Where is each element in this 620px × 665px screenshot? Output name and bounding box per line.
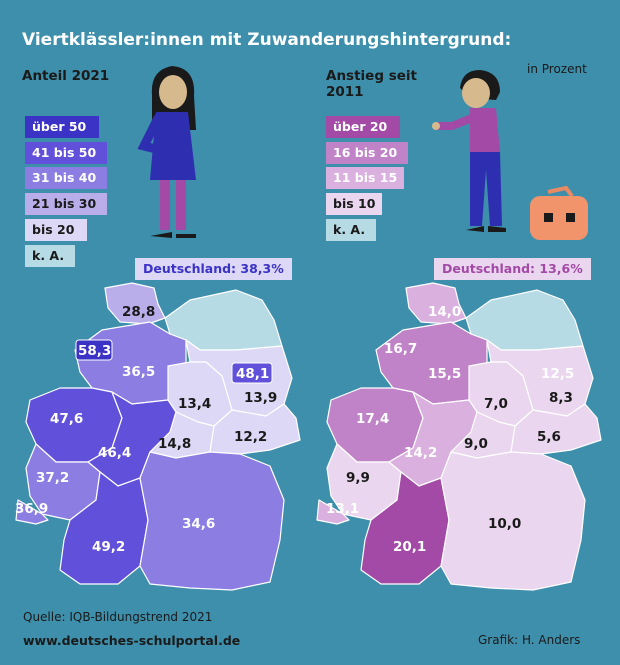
value-hamburg: 58,3 — [78, 343, 111, 359]
girl-leg-left — [160, 180, 170, 230]
value-sachsen: 5,6 — [537, 429, 561, 445]
schoolbag-illustration — [530, 185, 588, 240]
legend-right-item: 16 bis 20 — [326, 142, 408, 164]
value-bremen: 16,7 — [384, 341, 417, 357]
city-state-marker-hamburg — [75, 339, 113, 361]
map-share-2021-labels: 28,8 58,3 36,5 48,1 13,9 13,4 47,6 14,8 … — [15, 304, 277, 555]
legend-left-item: über 50 — [25, 116, 99, 138]
value-brandenburg: 8,3 — [549, 390, 573, 406]
bag-body — [530, 196, 588, 240]
website-link[interactable]: www.deutsches-schulportal.de — [23, 633, 241, 648]
value-schleswig-holstein: 28,8 — [122, 304, 155, 320]
girl-leg-right — [176, 180, 186, 230]
legend-right-item: 11 bis 15 — [326, 167, 404, 189]
legend-right-item: k. A. — [326, 219, 376, 241]
state-bayern — [440, 451, 586, 591]
legend-left-item: 41 bis 50 — [25, 142, 107, 164]
value-sachsen-anhalt: 13,4 — [178, 396, 211, 412]
value-saarland: 36,9 — [15, 501, 48, 517]
girl-dress — [150, 112, 196, 180]
state-saarland — [15, 499, 49, 525]
left-panel-heading: Anteil 2021 — [22, 68, 110, 84]
boy-shoe-right — [488, 226, 506, 232]
value-schleswig-holstein: 14,0 — [428, 304, 461, 320]
map-share-2021 — [15, 282, 301, 591]
national-increase-label: Deutschland: 13,6% — [434, 258, 591, 280]
chart-title: Viertklässler:innen mit Zuwanderungshint… — [22, 30, 512, 50]
legend-right-item: über 20 — [326, 116, 400, 138]
legend-right-item: bis 10 — [326, 193, 382, 215]
value-saarland: 13,1 — [326, 501, 359, 517]
map-increase-2011-labels: 14,0 16,7 15,5 12,5 8,3 7,0 17,4 9,0 5,6… — [326, 304, 574, 555]
source-label: Quelle: IQB-Bildungstrend 2021 — [23, 610, 213, 624]
value-bayern: 34,6 — [182, 516, 215, 532]
map-increase-2011 — [316, 282, 602, 591]
value-thueringen: 9,0 — [464, 436, 488, 452]
girl-shoe-left — [150, 232, 172, 238]
girl-face — [159, 75, 187, 109]
right-panel-heading-line2: 2011 — [326, 84, 364, 100]
boy-pants — [470, 152, 502, 226]
boy-shoe-left — [466, 226, 484, 232]
credit-label: Grafik: H. Anders — [478, 633, 581, 647]
value-niedersachsen: 15,5 — [428, 366, 461, 382]
value-baden-wuerttemberg: 49,2 — [92, 539, 125, 555]
boy-face — [462, 78, 490, 108]
boy-illustration — [432, 70, 506, 232]
value-nordrhein-westfalen: 47,6 — [50, 411, 83, 427]
value-nordrhein-westfalen: 17,4 — [356, 411, 389, 427]
value-berlin: 12,5 — [541, 366, 574, 382]
value-berlin: 48,1 — [236, 366, 269, 382]
value-thueringen: 14,8 — [158, 436, 191, 452]
value-hessen: 14,2 — [404, 445, 437, 461]
value-hessen: 46,4 — [98, 445, 131, 461]
girl-illustration — [137, 66, 196, 238]
national-share-label: Deutschland: 38,3% — [135, 258, 292, 280]
state-saarland — [316, 499, 350, 525]
legend-left-item: k. A. — [25, 245, 75, 267]
value-sachsen-anhalt: 7,0 — [484, 396, 508, 412]
boy-hand — [432, 122, 440, 130]
value-rheinland-pfalz: 9,9 — [346, 470, 370, 486]
boy-arm — [434, 114, 476, 130]
value-brandenburg: 13,9 — [244, 390, 277, 406]
bag-buckle-left — [544, 213, 553, 222]
girl-arm — [137, 113, 165, 155]
state-bayern — [139, 451, 285, 591]
legend-left-item: 21 bis 30 — [25, 193, 107, 215]
legend-left-item: 31 bis 40 — [25, 167, 107, 189]
unit-label: in Prozent — [527, 62, 587, 76]
value-sachsen: 12,2 — [234, 429, 267, 445]
boy-shirt — [470, 108, 500, 152]
bag-buckle-right — [566, 213, 575, 222]
bag-handle — [547, 185, 574, 198]
value-baden-wuerttemberg: 20,1 — [393, 539, 426, 555]
value-niedersachsen: 36,5 — [122, 364, 155, 380]
value-rheinland-pfalz: 37,2 — [36, 470, 69, 486]
city-state-marker-berlin — [231, 362, 273, 384]
legend-left-item: bis 20 — [25, 219, 87, 241]
girl-shoe-right — [176, 234, 196, 238]
right-panel-heading-line1: Anstieg seit — [326, 68, 417, 84]
value-bayern: 10,0 — [488, 516, 521, 532]
